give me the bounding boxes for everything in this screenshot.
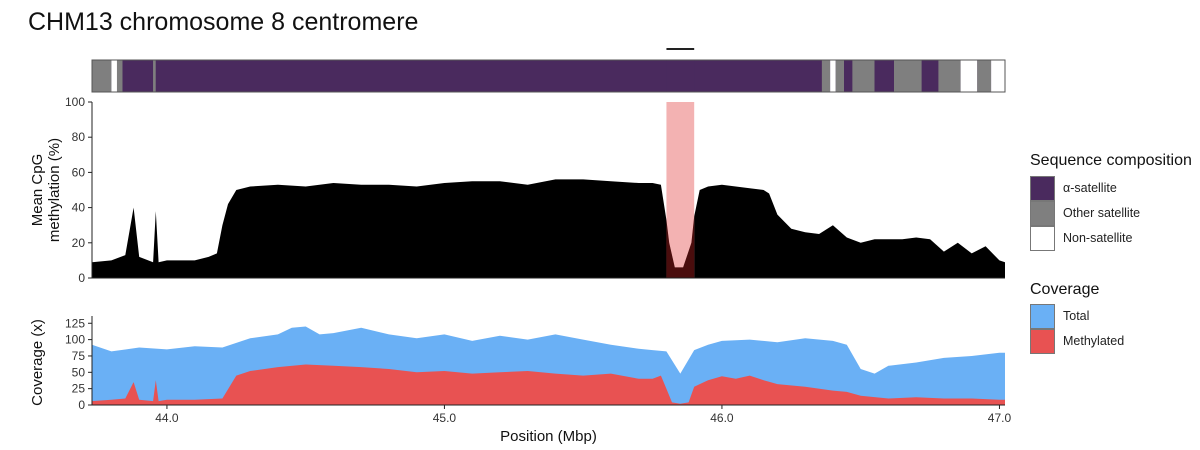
legend-label-methylated: Methylated [1063,334,1125,348]
track-segment [874,60,894,92]
track-segment [111,60,117,92]
legend-label-other-satellite: Other satellite [1063,206,1141,220]
y-tick-label: 60 [72,165,86,179]
y-tick-label: 75 [72,349,86,363]
legend-label-total: Total [1063,309,1090,323]
legend-swatch-alpha-satellite [1030,176,1055,201]
methylation-panel: 0 20 40 60 80 100 Mean CpG methylation (%) [29,95,1005,285]
legend-composition-title: Sequence composition [1030,152,1192,169]
y-tick-label: 50 [72,365,86,379]
x-tick-label: 44.0 [155,411,179,425]
track-segment [694,60,822,92]
y-tick-label: 125 [65,316,85,330]
track-segment [921,60,939,92]
track-segment [153,60,156,92]
y-tick-label: 40 [72,201,86,215]
track-segment [960,60,978,92]
x-tick-label: 46.0 [710,411,734,425]
legend-swatch-methylated [1030,329,1055,354]
x-tick-label: 45.0 [433,411,457,425]
track-segment [977,60,992,92]
y-tick-label: 100 [65,95,85,109]
y-axis-label-line2: methylation (%) [46,138,63,242]
x-tick-label: 47.0 [988,411,1012,425]
y-tick-label: 20 [72,236,86,250]
legend-swatch-total [1030,304,1055,329]
track-segment [991,60,1005,92]
y-axis-label: Coverage (x) [29,319,46,406]
track-segment [821,60,831,92]
legend-swatch-non-satellite [1030,226,1055,251]
y-axis-label-line1: Mean CpG [29,154,46,227]
legend-label-alpha-satellite: α-satellite [1063,181,1117,195]
methylation-area [92,179,1005,278]
coverage-panel: 0 25 50 75 100 125 44.0 45.0 46.0 47.0 Position (M… [29,316,1011,445]
y-tick-label: 80 [72,130,86,144]
coverage-methylated-area [92,364,1005,405]
track-segment [155,60,667,92]
track-segment [852,60,875,92]
y-tick-label: 100 [65,333,85,347]
track-segment [844,60,853,92]
track-segment [835,60,845,92]
legend-coverage-title: Coverage [1030,281,1100,298]
methylation-area-highlighted [666,216,695,278]
chart-title: CHM13 chromosome 8 centromere [28,8,419,36]
y-tick-label: 25 [72,382,86,396]
legend-label-non-satellite: Non-satellite [1063,231,1133,245]
track-segment [92,60,112,92]
legend-swatch-other-satellite [1030,201,1055,226]
track-segment [893,60,922,92]
x-axis-label: Position (Mbp) [500,428,597,445]
y-tick-label: 0 [78,398,85,412]
track-border [91,59,1006,93]
track-segment [830,60,836,92]
track-segment [938,60,961,92]
y-tick-label: 0 [78,271,85,285]
track-segment [666,60,695,92]
track-segment [122,60,154,92]
composition-track [91,48,1006,93]
track-segment [116,60,123,92]
